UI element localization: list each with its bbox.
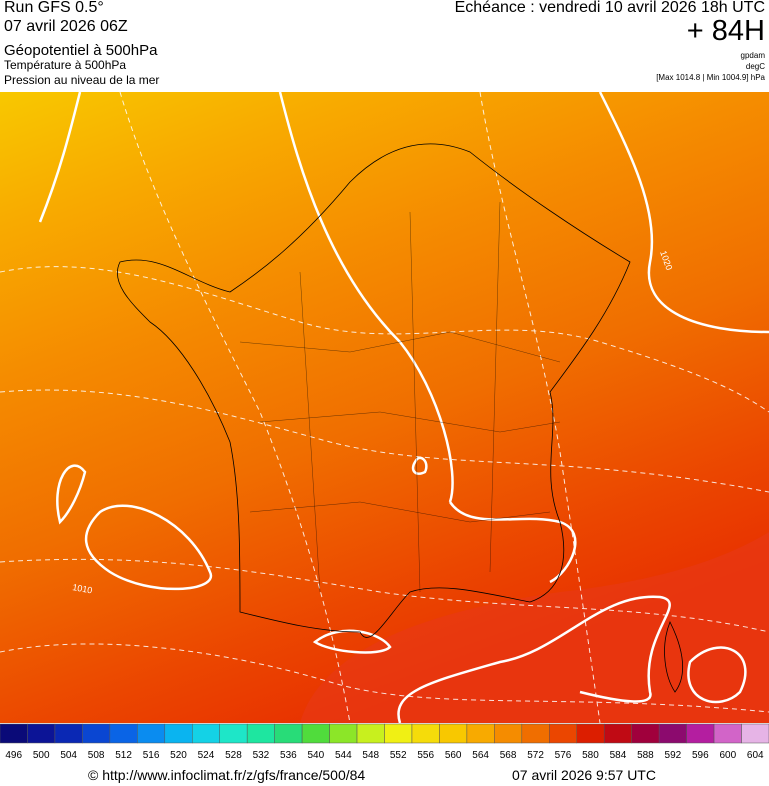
legend-label: 520 [170, 750, 187, 761]
lead-time: + 84H [686, 15, 765, 47]
legend-label: 500 [33, 750, 50, 761]
field-label: Pression au niveau de la mer [4, 73, 160, 87]
legend-swatch [439, 723, 468, 744]
legend-swatch [713, 723, 742, 744]
isotherms [0, 92, 769, 723]
legend-label: 528 [225, 750, 242, 761]
legend-swatch [27, 723, 56, 744]
legend-label: 604 [747, 750, 764, 761]
legend-label: 596 [692, 750, 709, 761]
generated-time: 07 avril 2026 9:57 UTC [512, 767, 656, 783]
legend-label: 556 [417, 750, 434, 761]
legend-swatch [0, 723, 28, 744]
legend-swatch [356, 723, 385, 744]
warm-zone [300, 532, 769, 723]
legend-swatch [109, 723, 138, 744]
run-title: Run GFS 0.5° [4, 0, 104, 16]
legend-swatch [466, 723, 495, 744]
legend-label: 572 [527, 750, 544, 761]
legend-label: 588 [637, 750, 654, 761]
run-date: 07 avril 2026 06Z [4, 18, 128, 35]
legend-swatch [741, 723, 769, 744]
legend-swatch [686, 723, 715, 744]
legend-swatch [54, 723, 83, 744]
legend-label: 568 [500, 750, 517, 761]
legend-swatch [192, 723, 220, 744]
legend-label: 580 [582, 750, 599, 761]
legend-label: 496 [5, 750, 22, 761]
legend-swatch [411, 723, 440, 744]
field-label: Géopotentiel à 500hPa [4, 42, 158, 59]
legend-label: 552 [390, 750, 407, 761]
pressure-range: [Max 1014.8 | Min 1004.9] hPa [656, 73, 765, 82]
legend-label: 564 [472, 750, 489, 761]
legend-label: 592 [665, 750, 682, 761]
legend-swatch [494, 723, 523, 744]
legend-swatch [137, 723, 166, 744]
legend-swatch [549, 723, 577, 744]
color-legend: 496 500 504 508 512 516 520 524 528 532 536 540 544 5… [0, 723, 769, 761]
isobars [38, 92, 769, 723]
legend-label: 544 [335, 750, 352, 761]
legend-label: 504 [60, 750, 77, 761]
legend-label: 512 [115, 750, 132, 761]
legend-label: 576 [555, 750, 572, 761]
legend-label: 508 [88, 750, 105, 761]
legend-swatch [576, 723, 605, 744]
legend-swatch [164, 723, 193, 744]
legend-swatch [631, 723, 660, 744]
map: 1020 1010 [0, 92, 769, 723]
legend-swatch [329, 723, 358, 744]
legend-swatch [82, 723, 111, 744]
legend-swatch [301, 723, 330, 744]
unit: degC [745, 62, 765, 71]
legend-label: 584 [610, 750, 627, 761]
legend-label: 548 [362, 750, 379, 761]
legend-label: 516 [143, 750, 160, 761]
legend-swatch [521, 723, 550, 744]
legend-label: 524 [198, 750, 215, 761]
legend-label: 532 [253, 750, 270, 761]
coastlines [117, 143, 683, 693]
legend-label: 560 [445, 750, 462, 761]
legend-swatch [384, 723, 413, 744]
echeance: Echéance : vendredi 10 avril 2026 18h UT… [454, 0, 765, 16]
unit: gpdam [740, 51, 765, 60]
borders [239, 201, 561, 593]
legend-swatch [246, 723, 275, 744]
field-label: Température à 500hPa [4, 58, 127, 72]
legend-swatch [603, 723, 632, 744]
legend-label: 600 [719, 750, 736, 761]
contour-label: 1010 [72, 582, 93, 595]
legend-swatch [274, 723, 303, 744]
legend-swatch [658, 723, 687, 744]
legend-label: 536 [280, 750, 297, 761]
legend-swatch [219, 723, 248, 744]
legend-label: 540 [307, 750, 324, 761]
source-url: © http://www.infoclimat.fr/z/gfs/france/… [88, 767, 366, 783]
